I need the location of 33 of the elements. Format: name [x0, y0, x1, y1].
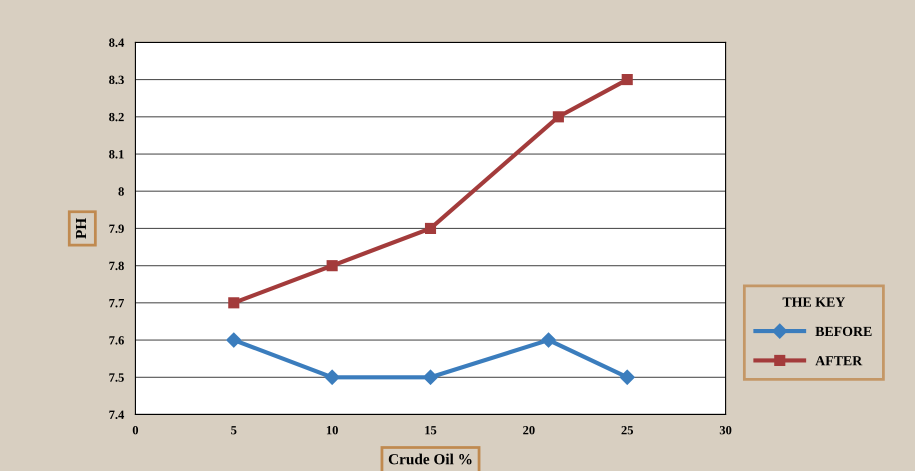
x-tick-label: 20	[523, 426, 535, 434]
y-tick-label: 8.2	[109, 112, 124, 122]
y-tick-label: 7.8	[109, 262, 124, 270]
point	[228, 297, 240, 308]
point	[540, 332, 556, 348]
point	[552, 111, 564, 122]
point	[324, 370, 340, 385]
y-tick-label: 7.6	[109, 336, 124, 345]
point	[422, 370, 438, 385]
x-tick-label: 0	[132, 426, 138, 434]
y-tick-label: 8	[118, 187, 124, 196]
legend-label: BEFORE	[815, 326, 872, 336]
x-tick-label: 15	[425, 426, 436, 434]
point	[620, 370, 635, 385]
point	[226, 332, 242, 348]
x-tick-label: 10	[326, 426, 338, 434]
y-axis-title: PH	[76, 218, 86, 239]
x-tick-label: 30	[720, 426, 732, 434]
y-tick-label: 8.4	[109, 38, 124, 47]
legend-title: THE KEY	[782, 298, 846, 307]
y-tick-label: 7.7	[109, 299, 124, 308]
x-axis-title: Crude Oil %	[388, 454, 472, 464]
y-tick-label: 7.4	[109, 410, 124, 419]
y-tick-label: 7.9	[109, 224, 124, 233]
y-tick-label: 8.3	[109, 76, 124, 84]
y-tick-label: 7.5	[109, 373, 124, 382]
x-tick-label: 25	[622, 426, 634, 434]
legend-label: AFTER	[815, 356, 862, 366]
point	[424, 222, 436, 234]
point	[622, 74, 633, 86]
point	[326, 260, 338, 272]
y-tick-label: 8.1	[109, 150, 124, 159]
x-tick-label: 5	[231, 426, 236, 434]
